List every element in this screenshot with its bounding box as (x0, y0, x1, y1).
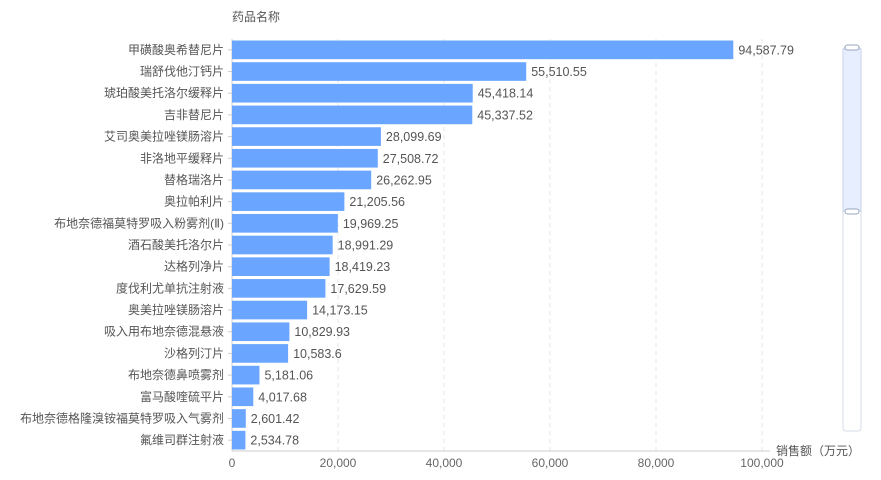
value-label: 17,629.59 (330, 282, 386, 296)
slider-handle-top[interactable] (844, 44, 860, 51)
category-label: 瑞舒伐他汀钙片 (140, 65, 224, 79)
bar[interactable] (232, 40, 734, 60)
x-tick-label: 80,000 (638, 456, 675, 470)
category-label: 琥珀酸美托洛尔缓释片 (104, 85, 224, 100)
category-label: 达格列净片 (164, 259, 224, 274)
x-tick-label: 40,000 (426, 456, 463, 470)
category-label: 吉非替尼片 (164, 108, 224, 122)
category-label: 沙格列汀片 (164, 345, 224, 360)
slider-handle-bottom[interactable] (844, 208, 860, 215)
labels: 0 20,000 40,000 60,000 80,000 100,000 甲磺酸奥希替尼片… (20, 42, 794, 470)
x-tick-label: 20,000 (320, 456, 357, 470)
bar[interactable] (232, 387, 254, 407)
value-label: 45,418.14 (478, 87, 534, 101)
bar[interactable] (232, 192, 345, 211)
value-label: 27,508.72 (383, 152, 439, 166)
y-axis-title: 药品名称 (232, 9, 280, 24)
value-label: 18,419.23 (335, 260, 391, 274)
category-label: 艾司奥美拉唑镁肠溶片 (104, 129, 224, 144)
slider-window[interactable] (842, 48, 862, 212)
bar[interactable] (232, 62, 527, 81)
category-label: 氟维司群注射液 (140, 432, 224, 447)
category-label: 非洛地平缓释片 (140, 150, 224, 165)
x-tick-label: 60,000 (532, 456, 569, 470)
value-label: 10,829.93 (294, 325, 350, 339)
x-tick-label: 0 (229, 456, 236, 470)
bar[interactable] (232, 279, 326, 298)
category-label: 富马酸喹硫平片 (140, 389, 224, 404)
category-label: 布地奈德鼻喷雾剂 (128, 367, 224, 382)
bars (232, 40, 734, 450)
category-label: 酒石酸美托洛尔片 (128, 237, 224, 252)
bar[interactable] (232, 409, 246, 428)
value-label: 26,262.95 (376, 173, 432, 187)
value-label: 55,510.55 (531, 65, 587, 79)
bar[interactable] (232, 148, 378, 168)
bar[interactable] (232, 365, 260, 385)
bar[interactable] (232, 235, 333, 255)
value-label: 2,534.78 (250, 434, 299, 448)
category-label: 奥美拉唑镁肠溶片 (128, 302, 224, 317)
bar[interactable] (232, 257, 330, 277)
value-label: 5,181.06 (264, 369, 313, 383)
value-label: 21,205.56 (349, 195, 405, 209)
category-label: 吸入用布地奈德混悬液 (104, 324, 224, 339)
value-label: 18,991.29 (338, 239, 394, 253)
category-label: 奥拉帕利片 (164, 194, 224, 209)
bar[interactable] (232, 430, 246, 450)
value-label: 45,337.52 (477, 108, 533, 122)
value-label: 28,099.69 (386, 130, 442, 144)
bar[interactable] (232, 213, 338, 233)
bar[interactable] (232, 83, 473, 103)
value-label: 2,601.42 (251, 412, 300, 426)
value-label: 94,587.79 (738, 43, 794, 57)
value-label: 10,583.6 (293, 347, 342, 361)
value-label: 19,969.25 (343, 217, 399, 231)
value-label: 4,017.68 (258, 390, 307, 404)
data-zoom-slider[interactable] (842, 44, 862, 432)
category-label: 布地奈德福莫特罗吸入粉雾剂(Ⅱ) (54, 215, 224, 230)
bar[interactable] (232, 344, 289, 363)
bar[interactable] (232, 300, 308, 320)
category-label: 布地奈德格隆溴铵福莫特罗吸入气雾剂 (20, 410, 224, 425)
x-axis-title: 销售额（万元） (776, 443, 860, 458)
category-label: 度伐利尤单抗注射液 (116, 280, 224, 295)
x-tick-label: 100,000 (740, 456, 784, 470)
bar[interactable] (232, 170, 372, 190)
category-label: 甲磺酸奥希替尼片 (128, 42, 224, 57)
value-label: 14,173.15 (312, 304, 368, 318)
category-label: 替格瑞洛片 (164, 172, 224, 187)
bar[interactable] (232, 105, 473, 125)
bar[interactable] (232, 322, 290, 342)
bar[interactable] (232, 127, 381, 146)
